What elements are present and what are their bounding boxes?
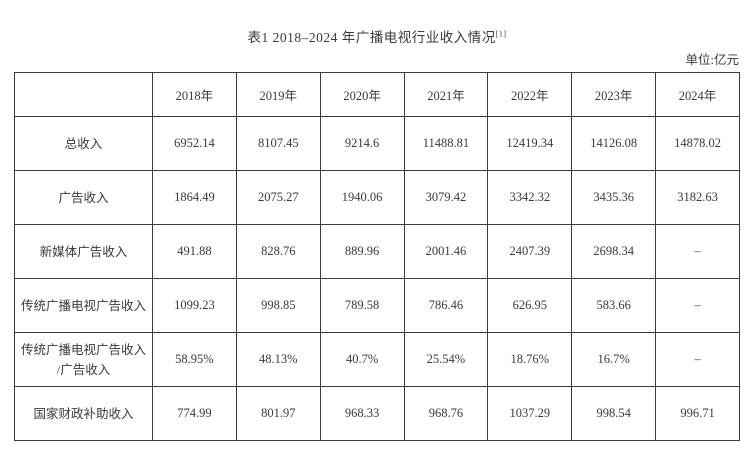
header-cell-2022: 2022年 [487, 72, 573, 117]
table-row-total-revenue: 总收入 6952.14 8107.45 9214.6 11488.81 1241… [14, 116, 740, 171]
row-label: 新媒体广告收入 [14, 224, 153, 279]
row-label: 传统广播电视广告收入 /广告收入 [14, 332, 153, 387]
cell-value: – [655, 224, 740, 279]
table-title-text: 表1 2018–2024 年广播电视行业收入情况 [247, 30, 496, 45]
cell-value: 25.54% [403, 332, 489, 387]
cell-value: 491.88 [152, 224, 237, 279]
cell-value: – [655, 332, 740, 387]
cell-value: 828.76 [235, 224, 321, 279]
footnote-superscript: [1] [495, 29, 507, 39]
cell-value: 3079.42 [403, 170, 489, 225]
header-cell-blank [14, 72, 153, 117]
cell-value: 968.33 [319, 386, 405, 441]
table-title: 表1 2018–2024 年广播电视行业收入情况[1] [0, 0, 754, 46]
cell-value: 16.7% [571, 332, 657, 387]
header-cell-2019: 2019年 [235, 72, 321, 117]
cell-value: 774.99 [152, 386, 237, 441]
cell-value: 889.96 [319, 224, 405, 279]
cell-value: 968.76 [403, 386, 489, 441]
table-row-traditional-ad-revenue: 传统广播电视广告收入 1099.23 998.85 789.58 786.46 … [14, 278, 740, 333]
cell-value: 2075.27 [235, 170, 321, 225]
table-row-state-subsidy-revenue: 国家财政补助收入 774.99 801.97 968.33 968.76 103… [14, 386, 740, 441]
cell-value: 14878.02 [655, 116, 740, 171]
cell-value: 3182.63 [655, 170, 740, 225]
cell-value: 1037.29 [487, 386, 573, 441]
cell-value: 1099.23 [152, 278, 237, 333]
cell-value: 8107.45 [235, 116, 321, 171]
header-cell-2020: 2020年 [319, 72, 405, 117]
cell-value: 996.71 [655, 386, 740, 441]
row-label: 国家财政补助收入 [14, 386, 153, 441]
row-label: 广告收入 [14, 170, 153, 225]
cell-value: 18.76% [487, 332, 573, 387]
row-label: 传统广播电视广告收入 [14, 278, 153, 333]
cell-value: 801.97 [235, 386, 321, 441]
cell-value: 2698.34 [571, 224, 657, 279]
cell-value: 626.95 [487, 278, 573, 333]
cell-value: 40.7% [319, 332, 405, 387]
header-cell-2023: 2023年 [571, 72, 657, 117]
unit-label: 单位:亿元 [685, 53, 739, 67]
cell-value: 1864.49 [152, 170, 237, 225]
cell-value: 786.46 [403, 278, 489, 333]
row-label: 总收入 [14, 116, 153, 171]
cell-value: 2001.46 [403, 224, 489, 279]
header-cell-2021: 2021年 [403, 72, 489, 117]
header-cell-2024: 2024年 [655, 72, 740, 117]
table-row-traditional-ad-ratio: 传统广播电视广告收入 /广告收入 58.95% 48.13% 40.7% 25.… [14, 332, 740, 387]
revenue-table: 2018年 2019年 2020年 2021年 2022年 2023年 2024… [14, 72, 740, 441]
cell-value: 12419.34 [487, 116, 573, 171]
cell-value: 583.66 [571, 278, 657, 333]
table-row-new-media-ad-revenue: 新媒体广告收入 491.88 828.76 889.96 2001.46 240… [14, 224, 740, 279]
header-row: 2018年 2019年 2020年 2021年 2022年 2023年 2024… [14, 72, 740, 117]
cell-value: 6952.14 [152, 116, 237, 171]
cell-value: 14126.08 [571, 116, 657, 171]
cell-value: 3435.36 [571, 170, 657, 225]
table-row-ad-revenue: 广告收入 1864.49 2075.27 1940.06 3079.42 334… [14, 170, 740, 225]
cell-value: 3342.32 [487, 170, 573, 225]
cell-value: 998.54 [571, 386, 657, 441]
cell-value: 789.58 [319, 278, 405, 333]
cell-value: 9214.6 [319, 116, 405, 171]
cell-value: – [655, 278, 740, 333]
cell-value: 58.95% [152, 332, 237, 387]
cell-value: 2407.39 [487, 224, 573, 279]
header-cell-2018: 2018年 [152, 72, 237, 117]
cell-value: 11488.81 [403, 116, 489, 171]
cell-value: 998.85 [235, 278, 321, 333]
cell-value: 1940.06 [319, 170, 405, 225]
cell-value: 48.13% [235, 332, 321, 387]
